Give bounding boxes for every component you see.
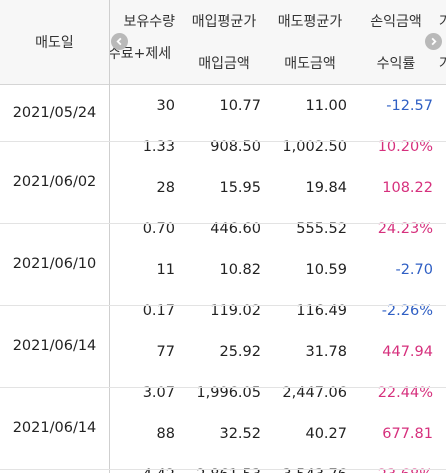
cell-profit-top: -12.57: [386, 97, 433, 114]
cell-profit-top: 447.94: [382, 343, 433, 360]
cell-quantity-top: 88: [156, 425, 175, 442]
row-divider: [0, 305, 446, 306]
cell-buy-top: 32.52: [219, 425, 261, 442]
row-divider: [0, 387, 446, 388]
cell-extra-top: [439, 413, 446, 454]
chevron-left-icon[interactable]: [111, 33, 128, 50]
col-buy: 매입평균가 매입금액 10.77 908.50 15.95 446.60 10.82 11…: [181, 0, 267, 473]
cell-extra-bottom: [439, 372, 446, 413]
cell-quantity-top: 30: [156, 97, 175, 114]
cell-buy-bottom: 446.60: [210, 220, 261, 237]
header-sell-amount: 매도금액: [267, 42, 353, 85]
col-sell: 매도평균가 매도금액 11.00 1,002.50 19.84 555.52 10.59…: [267, 0, 353, 473]
cell-sell-top: 10.59: [305, 261, 347, 278]
row-divider: [0, 469, 446, 470]
cell-buy-top: 10.77: [219, 97, 261, 114]
cell-quantity-bottom: 1.33: [142, 138, 175, 155]
header-buy-amount: 매입금액: [181, 42, 267, 85]
cell-extra-bottom: [439, 208, 446, 249]
header-extra-2: 거래: [439, 42, 446, 85]
header-avg-buy-price: 매입평균가: [181, 0, 267, 42]
cell-profit-bottom: -2.26%: [381, 302, 433, 319]
cell-profit-bottom: 23.68%: [353, 454, 439, 473]
header-extra: 거래: [439, 0, 446, 42]
cell-sell-top: 11.00: [305, 97, 347, 114]
cell-extra-bottom: [439, 290, 446, 331]
chevron-right-icon[interactable]: [425, 33, 442, 50]
cell-sell-top: 31.78: [305, 343, 347, 360]
row-date: 2021/06/14: [12, 420, 97, 436]
cell-sell-top: 40.27: [305, 425, 347, 442]
cell-quantity-bottom: 0.70: [142, 220, 175, 237]
cell-sell-bottom: 2,447.06: [282, 384, 347, 401]
cell-sell-bottom: 1,002.50: [282, 138, 347, 155]
cell-buy-top: 15.95: [219, 179, 261, 196]
header-sell-date: 매도일: [0, 0, 109, 85]
cell-profit-top: 108.22: [382, 179, 433, 196]
cell-quantity-top: 11: [156, 261, 175, 278]
cell-buy-bottom: 119.02: [210, 302, 261, 319]
cell-buy-bottom: 1,996.05: [196, 384, 261, 401]
col-quantity: 보유수량 수수료+제세금 301.33280.70110.17773.07884…: [110, 0, 181, 473]
cell-extra-top: [439, 167, 446, 208]
row-date: 2021/05/24: [12, 104, 97, 121]
cell-extra-bottom: [439, 126, 446, 167]
col-extra: 거래 거래: [439, 0, 446, 473]
scrollable-columns[interactable]: 보유수량 수수료+제세금 301.33280.70110.17773.07884…: [110, 0, 446, 473]
cell-extra-top: [439, 249, 446, 290]
cell-quantity-bottom: 3.07: [142, 384, 175, 401]
cell-sell-bottom: 3,543.76: [267, 454, 353, 473]
cell-profit-top: 677.81: [382, 425, 433, 442]
row-date: 2021/06/02: [12, 174, 97, 190]
cell-quantity-top: 28: [156, 179, 175, 196]
cell-quantity-top: 77: [156, 343, 175, 360]
row-date: 2021/06/14: [12, 338, 97, 354]
cell-buy-bottom: 2,861.53: [181, 454, 267, 473]
date-column: 매도일 2021/05/24 2021/06/02 2021/06/10 2021/0…: [0, 0, 110, 473]
cell-sell-top: 19.84: [305, 179, 347, 196]
cell-extra-top: [439, 331, 446, 372]
row-divider: [0, 141, 446, 142]
cell-profit-bottom: 22.44%: [377, 384, 433, 401]
cell-extra-bottom: [439, 454, 446, 473]
cell-quantity-bottom: 4.42: [110, 454, 181, 473]
header-profit-amount: 손익금액: [353, 0, 439, 42]
header-fees-taxes: 수수료+제세금: [110, 42, 181, 85]
header-return-rate: 수익률: [353, 42, 439, 85]
cell-profit-bottom: 24.23%: [377, 220, 433, 237]
col-profit: 손익금액 수익률 -12.57 10.20% 108.22 24.23% -2.70 -2…: [353, 0, 439, 473]
row-date: 2021/06/10: [12, 256, 97, 272]
cell-quantity-bottom: 0.17: [142, 302, 175, 319]
cell-buy-bottom: 908.50: [210, 138, 261, 155]
cell-buy-top: 10.82: [219, 261, 261, 278]
cell-profit-bottom: 10.20%: [377, 138, 433, 155]
header-avg-sell-price: 매도평균가: [267, 0, 353, 42]
cell-sell-bottom: 555.52: [296, 220, 347, 237]
cell-extra-top: [439, 85, 446, 126]
cell-sell-bottom: 116.49: [296, 302, 347, 319]
cell-buy-top: 25.92: [219, 343, 261, 360]
row-divider: [0, 223, 446, 224]
cell-profit-top: -2.70: [395, 261, 433, 278]
